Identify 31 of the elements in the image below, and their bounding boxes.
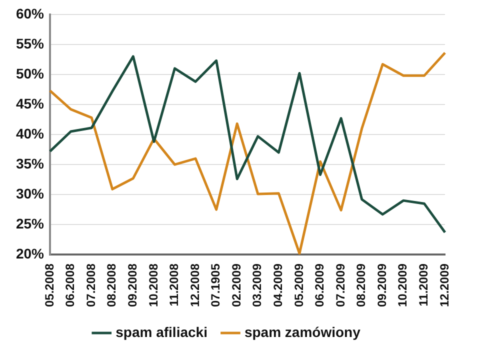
x-tick-label: 09.2009 <box>374 263 389 308</box>
y-tick-label: 35% <box>16 155 45 172</box>
x-tick-label: 07.2008 <box>84 263 98 308</box>
y-tick-label: 45% <box>16 95 45 112</box>
x-tick-label: 06.2009 <box>312 263 327 308</box>
x-tick-label: 12.2008 <box>188 263 202 308</box>
x-tick-label: 06.2008 <box>63 263 78 308</box>
y-tick-label: 50% <box>16 65 45 82</box>
x-tick-label: 12.2009 <box>437 263 452 308</box>
x-tick-label: 07.2009 <box>333 263 348 308</box>
y-tick-label: 55% <box>16 35 45 52</box>
x-tick-label: 10.2009 <box>396 263 410 308</box>
x-tick-label: 11.2009 <box>416 263 431 306</box>
x-tick-label: 04.2009 <box>271 263 286 308</box>
y-tick-label: 60% <box>16 5 45 22</box>
x-tick-label: 09.2008 <box>125 263 140 308</box>
x-tick-label: 07.1905 <box>208 263 223 308</box>
y-tick-label: 20% <box>16 245 45 262</box>
y-tick-label: 40% <box>16 125 45 142</box>
x-tick-label: 08.2008 <box>104 263 119 308</box>
x-tick-label: 08.2009 <box>354 263 368 308</box>
x-tick-label: 05.2009 <box>292 263 306 308</box>
y-tick-label: 30% <box>16 185 45 202</box>
legend-label: spam afiliacki <box>116 324 208 340</box>
y-tick-label: 25% <box>16 215 45 232</box>
x-tick-label: 02.2009 <box>229 263 244 308</box>
x-tick-label: 10.2008 <box>146 263 160 308</box>
x-tick-label: 05.2008 <box>42 263 56 308</box>
x-tick-label: 11.2008 <box>167 263 182 306</box>
x-tick-label: 03.2009 <box>250 263 264 308</box>
legend-label: spam zamówiony <box>244 324 361 340</box>
